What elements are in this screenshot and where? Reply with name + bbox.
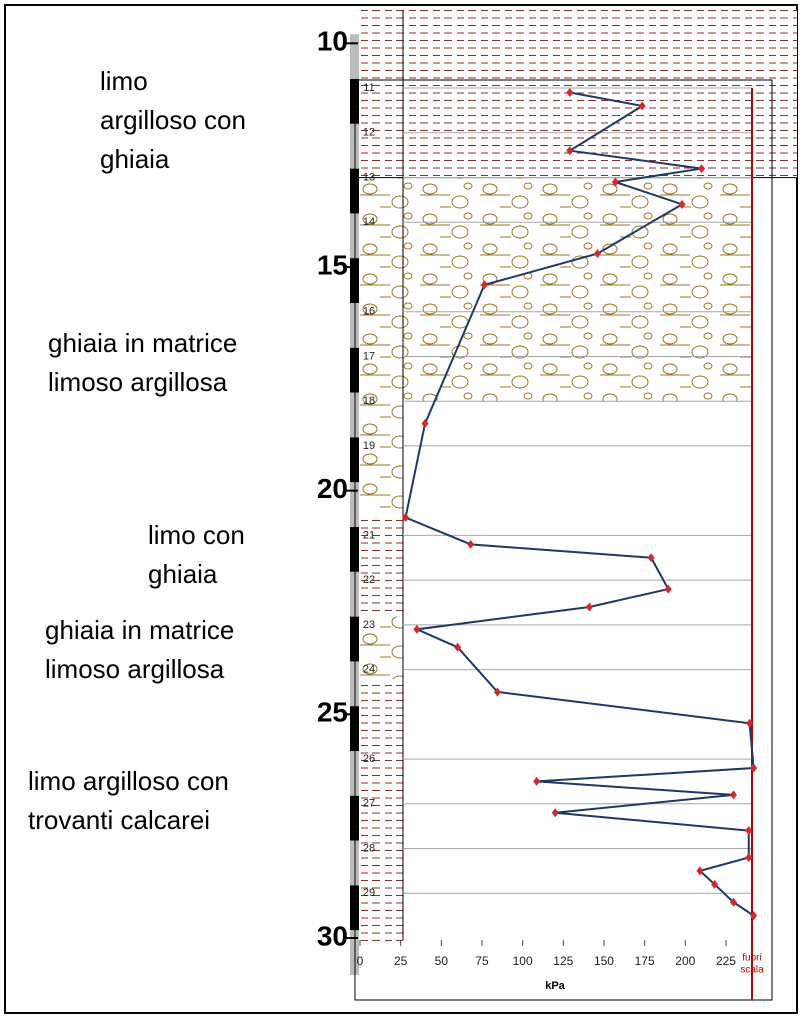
- soil-layer: [358, 402, 403, 514]
- depth-bar: [350, 34, 359, 79]
- y-tick-label: 16: [363, 306, 375, 318]
- depth-label: 15: [317, 249, 348, 280]
- soil-label: ghiaia: [148, 559, 218, 589]
- lithology: [350, 10, 797, 975]
- soil-label: ghiaia in matrice: [45, 615, 234, 645]
- x-tick-label: 75: [475, 954, 489, 968]
- point-marker: [422, 419, 429, 428]
- x-axis-label: kPa: [545, 980, 565, 992]
- x-tick-label: 225: [716, 954, 736, 968]
- depth-label: 20: [317, 473, 348, 504]
- y-tick-label: 24: [363, 664, 375, 676]
- point-marker: [533, 777, 540, 786]
- soil-label: limoso argillosa: [45, 654, 225, 684]
- y-tick-label: 14: [363, 216, 375, 228]
- soil-label: ghiaia: [100, 144, 170, 174]
- y-tick-label: 22: [363, 574, 375, 586]
- y-tick-label: 19: [363, 440, 375, 452]
- x-tick-label: 100: [513, 954, 533, 968]
- x-tick-label: 125: [553, 954, 573, 968]
- y-tick-label: 17: [363, 350, 375, 362]
- x-tick-label: 0: [357, 954, 364, 968]
- x-tick-label: 50: [435, 954, 449, 968]
- y-tick-label: 21: [363, 529, 375, 541]
- y-tick-label: 18: [363, 395, 375, 407]
- soil-label: limo argilloso con: [28, 766, 229, 796]
- limit-label: scala: [740, 965, 764, 976]
- y-tick-label: 23: [363, 619, 375, 631]
- depth-label: 10: [317, 26, 348, 57]
- point-marker: [552, 808, 559, 817]
- point-marker: [413, 625, 420, 634]
- y-tick-label: 27: [363, 798, 375, 810]
- depth-label: 25: [317, 697, 348, 728]
- point-marker: [586, 602, 593, 611]
- point-marker: [730, 790, 737, 799]
- soil-label: limo con: [148, 520, 245, 550]
- point-marker: [467, 540, 474, 549]
- soil-label: ghiaia in matrice: [48, 328, 237, 358]
- soil-label: limoso argillosa: [48, 367, 228, 397]
- x-tick-label: 175: [635, 954, 655, 968]
- soil-label: limo: [100, 66, 148, 96]
- limit-label: fuori: [742, 953, 761, 964]
- x-tick-label: 25: [394, 954, 408, 968]
- y-tick-label: 26: [363, 753, 375, 765]
- soil-layer: [358, 679, 403, 943]
- soil-layer: [358, 178, 752, 402]
- y-tick-label: 12: [363, 127, 375, 139]
- soil-label: trovanti calcarei: [28, 805, 210, 835]
- y-tick-label: 13: [363, 171, 375, 183]
- chart: 11 12 13 14 16 17 18 19 21 22 23 24 26 27 28 29 10 15 20 25…: [0, 0, 802, 1018]
- y-tick-label: 29: [363, 887, 375, 899]
- y-tick-label: 28: [363, 842, 375, 854]
- y-tick-label: 11: [363, 82, 374, 94]
- x-tick-label: 200: [675, 954, 695, 968]
- x-tick-label: 150: [594, 954, 614, 968]
- soil-label: argilloso con: [100, 105, 246, 135]
- depth-label: 30: [317, 920, 348, 951]
